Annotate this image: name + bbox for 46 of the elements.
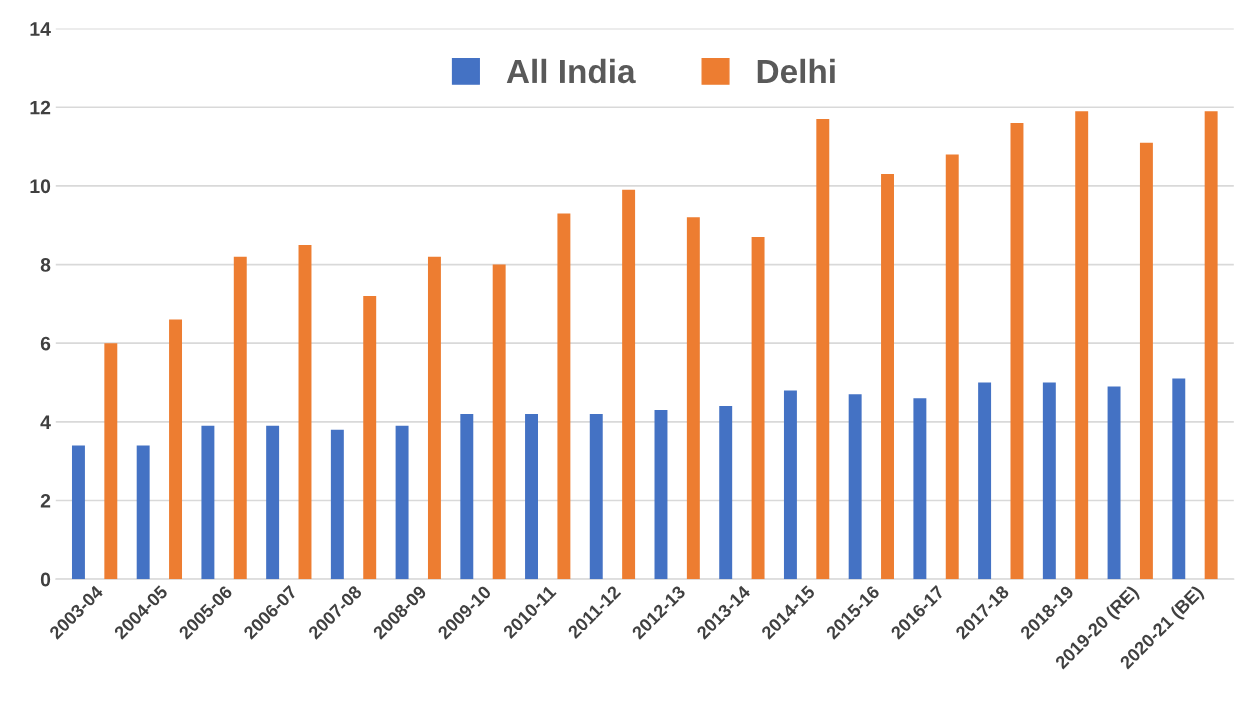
bar xyxy=(1204,111,1218,580)
bar xyxy=(266,425,280,580)
bar xyxy=(816,119,830,580)
bar xyxy=(557,213,571,580)
bar xyxy=(363,296,377,580)
bar xyxy=(654,410,668,580)
bar xyxy=(492,264,506,580)
bar xyxy=(233,256,247,580)
bar xyxy=(1139,142,1153,580)
bar xyxy=(330,429,344,580)
legend-label: All India xyxy=(506,58,636,84)
bar xyxy=(71,445,85,580)
y-tick-label: 14 xyxy=(30,22,51,36)
bar xyxy=(427,256,441,580)
y-tick-label: 10 xyxy=(30,179,51,194)
bar xyxy=(589,413,603,580)
bar xyxy=(395,425,409,580)
y-tick-label: 12 xyxy=(30,100,51,115)
bar xyxy=(978,382,992,580)
bar xyxy=(848,394,862,580)
y-tick-label: 6 xyxy=(40,336,51,351)
bar xyxy=(525,413,538,580)
bar xyxy=(1172,378,1186,580)
y-tick-label: 4 xyxy=(40,415,51,429)
bar xyxy=(1042,382,1056,580)
bar xyxy=(169,319,183,580)
y-tick-label: 0 xyxy=(40,572,51,587)
legend-label: Delhi xyxy=(757,58,835,84)
bar xyxy=(104,343,118,580)
bar xyxy=(1075,111,1089,580)
y-tick-label: 2 xyxy=(40,493,51,508)
bar xyxy=(1010,122,1024,580)
bar xyxy=(686,217,700,580)
bar xyxy=(201,425,215,580)
bar xyxy=(460,413,474,580)
bar xyxy=(1107,386,1121,580)
bar xyxy=(136,445,150,580)
bar xyxy=(783,390,797,580)
bar xyxy=(622,189,636,580)
bar xyxy=(945,154,959,580)
bar xyxy=(298,244,312,580)
bar xyxy=(719,406,733,580)
bar xyxy=(881,174,894,580)
y-tick-label: 8 xyxy=(40,258,51,272)
bar xyxy=(751,237,765,580)
bar xyxy=(913,398,927,580)
